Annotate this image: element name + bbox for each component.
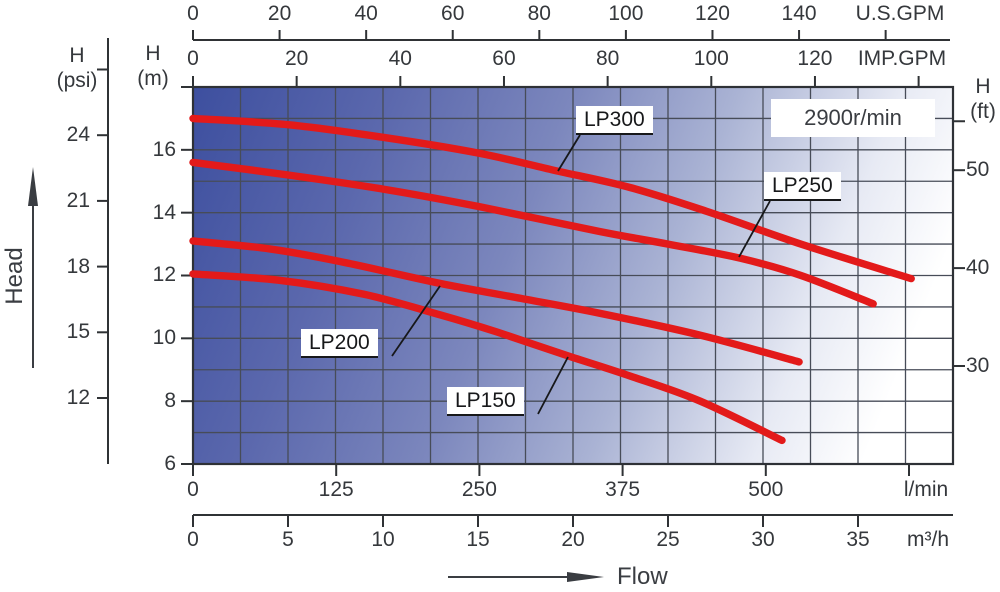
us-gpm-tick-label: 100 xyxy=(608,2,644,25)
curve-label-lp250: LP250 xyxy=(764,172,841,201)
m-tick-label: 14 xyxy=(152,200,176,224)
performance-curves xyxy=(189,114,915,445)
imp-gpm-tick-label: 80 xyxy=(595,47,620,70)
lmin-tick-label: 125 xyxy=(318,478,354,501)
imp-gpm-tick-label: 100 xyxy=(693,47,729,70)
curve-lp300 xyxy=(189,114,915,283)
imp-gpm-tick-label: 60 xyxy=(492,47,516,70)
us-gpm-tick-label: 20 xyxy=(267,2,292,25)
head-axis-label: Head xyxy=(1,247,28,305)
curve-lp150 xyxy=(189,270,786,445)
m-tick-label: 16 xyxy=(152,137,176,161)
us-gpm-tick-label: 80 xyxy=(527,2,551,25)
m-tick-label: 12 xyxy=(152,263,176,287)
imp-gpm-unit-label: IMP.GPM xyxy=(857,47,947,70)
m-axis-header-unit: (m) xyxy=(137,67,169,90)
m3h-tick-label: 15 xyxy=(466,528,490,551)
psi-tick-label: 24 xyxy=(66,123,90,147)
m-tick-label: 10 xyxy=(152,326,176,350)
imp-gpm-tick-label: 20 xyxy=(284,47,309,70)
psi-axis-header: H (psi) xyxy=(46,43,108,93)
m3h-tick-label: 30 xyxy=(751,528,775,551)
us-gpm-unit-label: U.S.GPM xyxy=(855,2,945,25)
axis-ticks xyxy=(97,30,965,527)
lp250-leader-line xyxy=(738,200,771,258)
m-axis-header: H (m) xyxy=(128,41,178,91)
lp300-leader-line xyxy=(557,134,581,172)
us-gpm-tick-label: 40 xyxy=(354,2,378,25)
ft-tick-label: 30 xyxy=(966,354,990,377)
lmin-tick-label: 375 xyxy=(605,478,641,501)
lmin-unit-label: l/min xyxy=(903,478,949,501)
m-tick-label: 8 xyxy=(164,389,176,413)
us-gpm-tick-label: 120 xyxy=(694,2,730,25)
head-direction-arrow xyxy=(28,167,38,368)
m3h-tick-label: 25 xyxy=(656,528,680,551)
ft-axis-header-unit: (ft) xyxy=(970,100,996,123)
lp200-leader-line xyxy=(391,285,441,357)
rpm-badge: 2900r/min xyxy=(771,99,935,137)
imp-gpm-tick-label: 0 xyxy=(187,47,199,70)
lmin-tick-label: 0 xyxy=(187,478,199,501)
ft-axis-header-h: H xyxy=(975,75,991,98)
m3h-tick-label: 5 xyxy=(282,528,294,551)
curve-lp200 xyxy=(189,237,803,366)
lp150-leader-line xyxy=(537,356,569,415)
m3h-unit-label: m³/h xyxy=(907,528,949,551)
m-tick-label: 6 xyxy=(164,452,176,475)
curve-lp250 xyxy=(189,158,877,308)
imp-gpm-tick-label: 40 xyxy=(388,47,412,70)
m3h-tick-label: 0 xyxy=(187,528,199,551)
lmin-tick-label: 250 xyxy=(461,478,497,501)
label-leader-lines xyxy=(391,134,771,415)
curve-label-lp150: LP150 xyxy=(447,387,524,416)
lmin-tick-label: 500 xyxy=(748,478,784,501)
curve-label-lp200: LP200 xyxy=(301,329,378,358)
us-gpm-tick-label: 60 xyxy=(441,2,465,25)
psi-tick-label: 21 xyxy=(66,188,90,212)
m-axis-header-h: H xyxy=(145,42,161,65)
psi-tick-label: 18 xyxy=(66,254,90,278)
psi-axis-header-unit: (psi) xyxy=(56,69,98,92)
m3h-tick-label: 20 xyxy=(561,528,585,551)
psi-tick-label: 15 xyxy=(66,320,90,344)
imp-gpm-tick-label: 120 xyxy=(797,47,833,70)
flow-axis-label: Flow xyxy=(617,563,668,590)
psi-axis-header-h: H xyxy=(69,44,85,67)
m3h-tick-label: 10 xyxy=(371,528,395,551)
psi-tick-label: 12 xyxy=(66,386,90,409)
grid-lines xyxy=(193,87,953,464)
ft-tick-label: 50 xyxy=(966,158,990,182)
us-gpm-tick-label: 0 xyxy=(187,2,199,25)
us-gpm-tick-label: 140 xyxy=(781,2,817,25)
ft-axis-header: H (ft) xyxy=(958,74,1000,124)
m3h-tick-label: 35 xyxy=(846,528,870,551)
curve-label-lp300: LP300 xyxy=(576,106,653,135)
flow-direction-arrow xyxy=(448,572,604,582)
ft-tick-label: 40 xyxy=(966,256,990,280)
